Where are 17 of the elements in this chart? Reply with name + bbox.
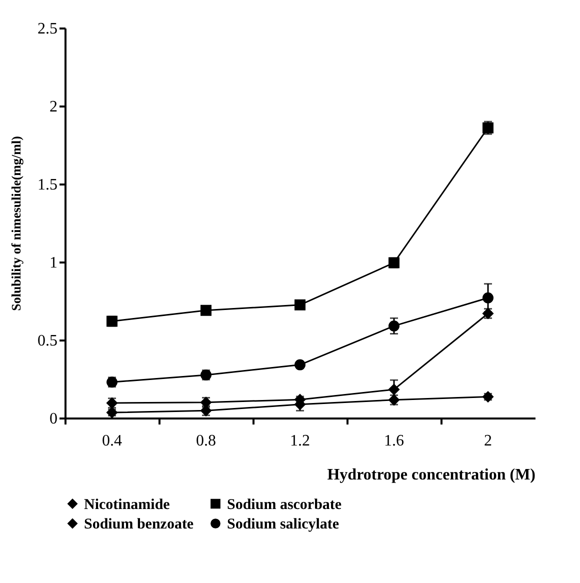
legend-label: Sodium salicylate	[227, 516, 340, 532]
x-tick-label: 2	[484, 432, 492, 450]
x-tick-label: 0.8	[196, 432, 216, 450]
y-tick-label: 1	[50, 254, 58, 272]
x-tick-label: 1.2	[290, 432, 310, 450]
y-tick-label: 0.5	[38, 332, 58, 350]
legend-label: Sodium benzoate	[84, 516, 194, 532]
y-tick-label: 0	[50, 410, 58, 428]
y-tick-label: 1.5	[38, 176, 58, 194]
x-tick-label: 1.6	[384, 432, 404, 450]
legend-label: Sodium ascorbate	[227, 496, 342, 513]
x-axis-title: Hydrotrope concentration (M)	[327, 466, 536, 484]
x-tick-label: 0.4	[102, 432, 122, 450]
legend-label: Nicotinamide	[84, 496, 170, 513]
y-tick-label: 2.5	[38, 20, 58, 38]
y-tick-label: 2	[50, 98, 58, 116]
y-axis-title: Solubility of nimesulide(mg/ml)	[8, 136, 24, 311]
